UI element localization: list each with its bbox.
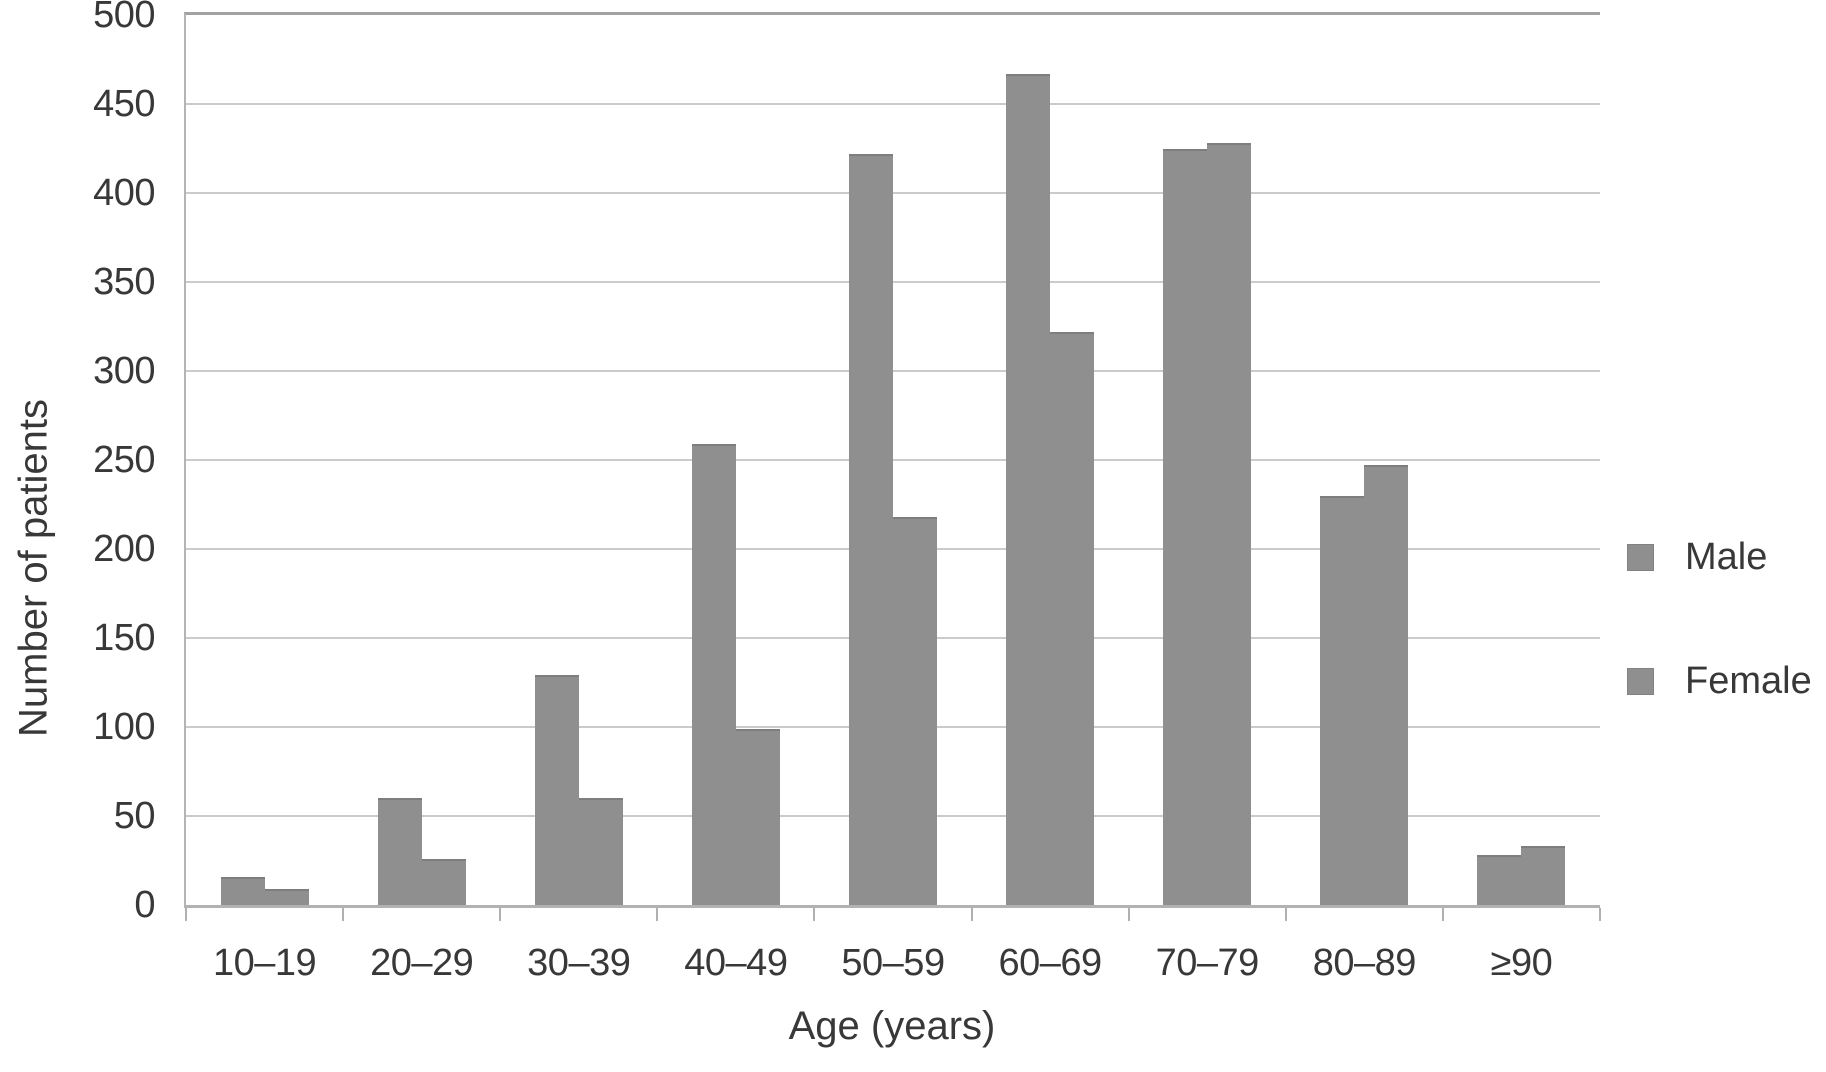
y-tick-label-200: 200 (93, 528, 155, 570)
y-tick-label-400: 400 (93, 172, 155, 214)
bar-male-20–29 (377, 798, 422, 905)
y-tick-label-300: 300 (93, 350, 155, 392)
x-tick-label-70–79: 70–79 (1155, 942, 1260, 984)
bar-female-20–29 (421, 858, 466, 905)
bar-male-≥90 (1477, 855, 1522, 905)
bar-male-80–89 (1320, 495, 1365, 905)
gridline-300 (186, 370, 1600, 372)
x-axis-tick (1441, 908, 1444, 921)
y-tick-label-100: 100 (93, 706, 155, 748)
gridline-400 (186, 192, 1600, 194)
x-tick-label-≥90: ≥90 (1490, 942, 1553, 984)
bar-male-50–59 (849, 153, 893, 905)
x-axis-tick (656, 908, 659, 921)
male-series-marker-icon (1627, 543, 1654, 571)
bar-female-≥90 (1521, 846, 1566, 905)
legend-item-male: Male (1627, 536, 1812, 578)
x-axis-title: Age (years) (788, 1004, 996, 1048)
x-axis-tick (185, 908, 187, 921)
legend-label-female: Female (1685, 660, 1812, 702)
x-axis-tick (499, 908, 502, 921)
bar-male-40–49 (691, 443, 736, 905)
bar-male-70–79 (1163, 148, 1208, 905)
x-tick-label-60–69: 60–69 (998, 942, 1103, 984)
y-tick-label-50: 50 (113, 795, 156, 837)
legend-item-female: Female (1627, 660, 1812, 702)
x-tick-label-30–39: 30–39 (527, 942, 631, 984)
bar-male-60–69 (1006, 73, 1051, 905)
bar-male-10–19 (220, 876, 265, 905)
y-tick-label-0: 0 (134, 884, 155, 926)
gridline-350 (186, 281, 1600, 283)
gridline-450 (186, 103, 1600, 105)
bar-female-60–69 (1050, 331, 1095, 905)
plot-area (184, 12, 1601, 921)
x-axis-tick (970, 908, 973, 921)
y-tick-label-500: 500 (93, 0, 155, 36)
bar-female-30–39 (578, 798, 623, 905)
x-axis-tick (1127, 908, 1130, 921)
x-tick-label-40–49: 40–49 (684, 942, 788, 984)
y-tick-label-350: 350 (93, 261, 155, 303)
bar-female-70–79 (1207, 143, 1252, 905)
bar-female-10–19 (264, 888, 309, 905)
x-axis-tick (342, 908, 345, 921)
x-tick-label-50–59: 50–59 (841, 942, 945, 984)
legend-label-male: Male (1685, 536, 1768, 578)
x-axis-tick (813, 908, 816, 921)
x-axis-tick (1599, 908, 1601, 921)
x-axis-tick (1284, 908, 1287, 921)
bar-male-30–39 (534, 675, 579, 905)
x-tick-label-20–29: 20–29 (370, 942, 474, 984)
y-tick-label-150: 150 (93, 617, 155, 659)
bar-female-80–89 (1364, 465, 1409, 905)
legend: Male Female (1627, 536, 1812, 788)
y-tick-label-250: 250 (93, 439, 155, 481)
y-tick-label-450: 450 (93, 83, 155, 125)
bar-female-40–49 (735, 728, 780, 905)
bar-female-50–59 (893, 516, 937, 905)
female-series-marker-icon (1627, 667, 1654, 695)
x-tick-label-10–19: 10–19 (212, 942, 317, 984)
gridline-250 (186, 459, 1600, 461)
x-tick-label-80–89: 80–89 (1312, 942, 1417, 984)
